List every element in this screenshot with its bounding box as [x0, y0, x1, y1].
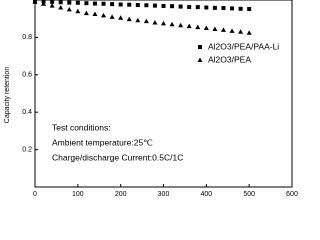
point	[161, 20, 166, 26]
point	[212, 26, 218, 31]
point	[84, 1, 89, 6]
point	[212, 5, 217, 10]
y-tick-label: 0.4	[22, 109, 32, 116]
point	[152, 3, 157, 8]
point	[67, 0, 72, 5]
legend-marker	[197, 57, 203, 62]
point	[230, 6, 235, 11]
legend-label: Al2O3/PEA/PAA-Li	[208, 41, 279, 51]
point	[195, 24, 201, 30]
point	[92, 1, 97, 6]
point	[135, 3, 140, 8]
point	[92, 11, 98, 17]
point	[238, 29, 244, 34]
point	[229, 28, 235, 33]
x-tick-label: 400	[200, 191, 212, 198]
y-tick-label: 0.8	[22, 34, 32, 41]
point	[101, 1, 106, 6]
point	[246, 30, 252, 35]
x-tick-label: 200	[115, 191, 127, 198]
annotation: Test conditions:	[52, 122, 111, 132]
legend-marker	[198, 45, 202, 49]
x-tick-label: 300	[158, 191, 170, 198]
point	[195, 5, 200, 10]
x-tick-label: 0	[33, 191, 37, 198]
point	[187, 4, 192, 9]
point	[220, 27, 226, 32]
point	[118, 2, 123, 7]
point	[58, 0, 63, 5]
point	[203, 25, 209, 31]
point	[75, 0, 80, 5]
point	[152, 19, 158, 25]
y-axis-label: Capacity retention	[4, 67, 11, 124]
annotation: Ambient temperature:25℃	[52, 137, 153, 147]
point	[41, 1, 47, 6]
legend-label: Al2O3/PEA	[208, 54, 251, 64]
point	[118, 15, 124, 20]
point	[186, 23, 192, 29]
point	[75, 8, 81, 14]
point	[204, 5, 209, 10]
chart: Capacity retention 0.2 0.4 0.6 0.8 0 100 200 30…	[4, 0, 298, 198]
y-tick-label: 0.2	[22, 146, 32, 153]
point	[169, 21, 175, 27]
x-tick-label: 500	[243, 191, 255, 198]
point	[127, 2, 132, 7]
x-tick-label: 600	[286, 191, 298, 198]
point	[238, 6, 243, 11]
point	[178, 4, 183, 9]
point	[247, 6, 252, 11]
point	[58, 4, 64, 10]
point	[110, 2, 115, 7]
point	[221, 6, 226, 11]
point	[66, 6, 72, 12]
point	[83, 10, 89, 16]
annotation: Charge/discharge Current:0.5C/1C	[52, 152, 183, 162]
point	[170, 4, 175, 9]
point	[32, 0, 38, 4]
point	[161, 3, 166, 8]
point	[143, 18, 149, 24]
point	[178, 22, 184, 28]
point	[126, 16, 132, 22]
point	[49, 3, 55, 8]
point	[144, 3, 149, 8]
point	[101, 12, 107, 18]
point	[135, 17, 141, 23]
point	[50, 0, 55, 4]
point	[109, 14, 115, 19]
x-tick-label: 100	[72, 191, 84, 198]
y-tick-label: 0.6	[22, 72, 32, 79]
